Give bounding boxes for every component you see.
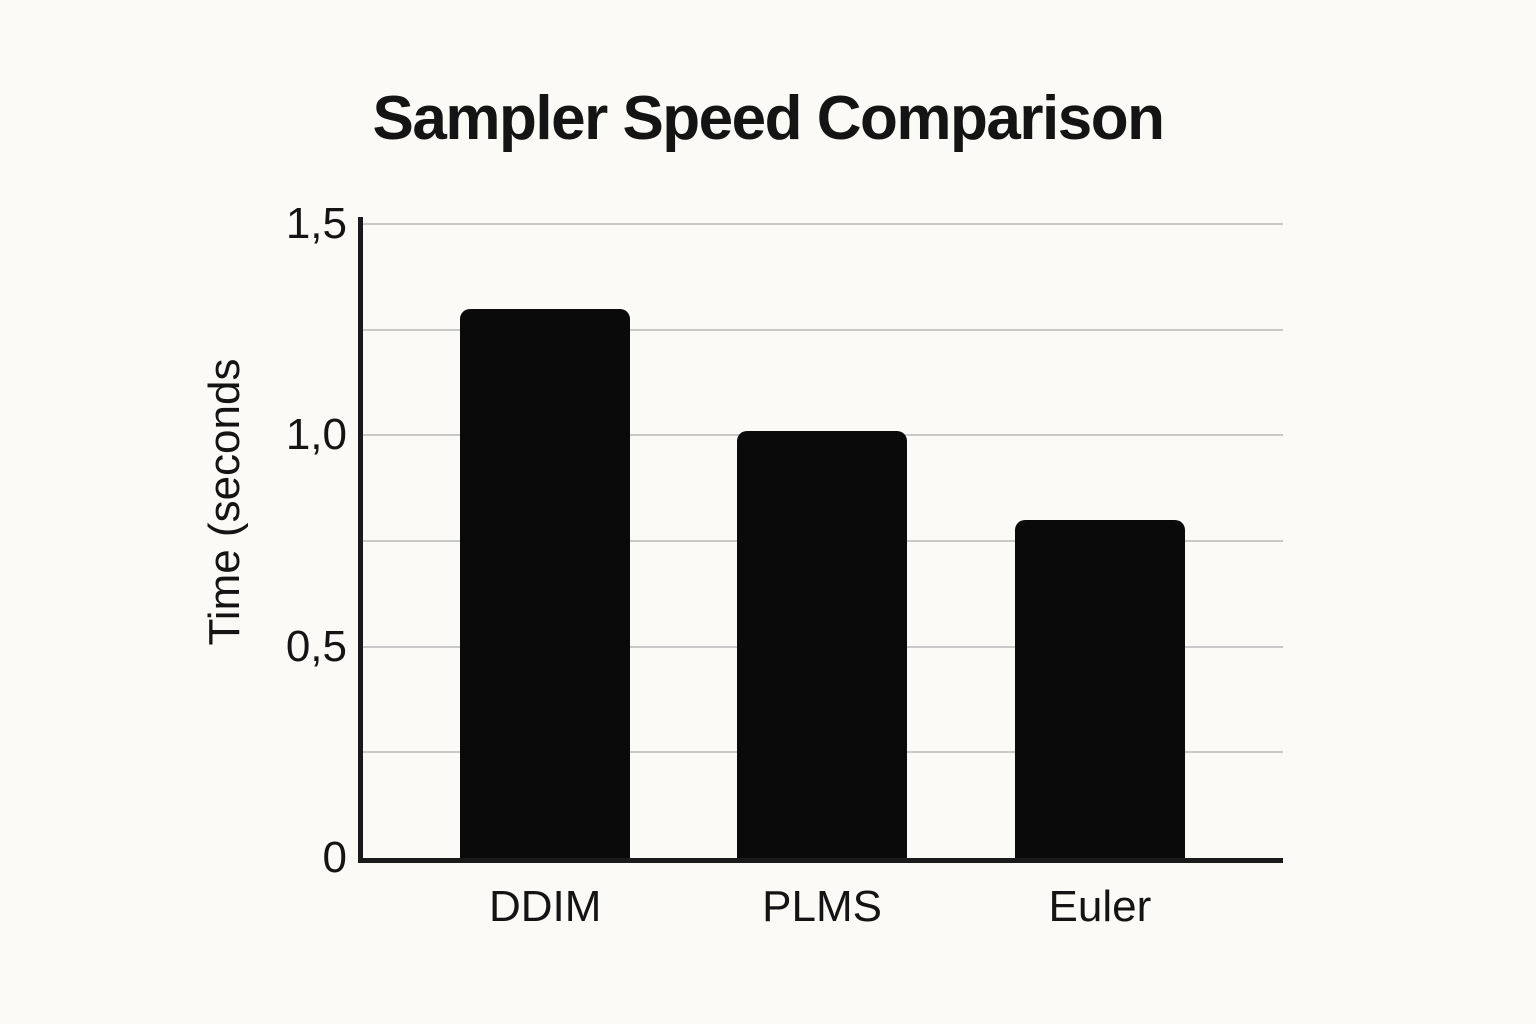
bar-plms — [737, 431, 908, 858]
y-tick-label: 1,0 — [285, 410, 347, 460]
bar-ddim — [460, 308, 631, 858]
x-axis-label: Euler — [1048, 882, 1152, 931]
bar-euler — [1014, 519, 1185, 858]
y-axis-title: Time (seconds — [200, 358, 249, 646]
y-tick-label: 0 — [322, 833, 347, 882]
x-axis-line — [358, 858, 1283, 863]
gridline — [363, 328, 1283, 331]
y-tick-label: 1,5 — [285, 199, 347, 248]
chart-title: Sampler Speed Comparison — [372, 84, 1165, 153]
y-tick-label: 0,5 — [285, 621, 347, 671]
x-axis-label: PLMS — [762, 882, 882, 931]
gridline — [363, 223, 1283, 225]
x-axis-label: DDIM — [488, 882, 602, 931]
y-axis-line — [358, 217, 363, 863]
plot-area: DDIM PLMS Euler — [358, 217, 1283, 929]
